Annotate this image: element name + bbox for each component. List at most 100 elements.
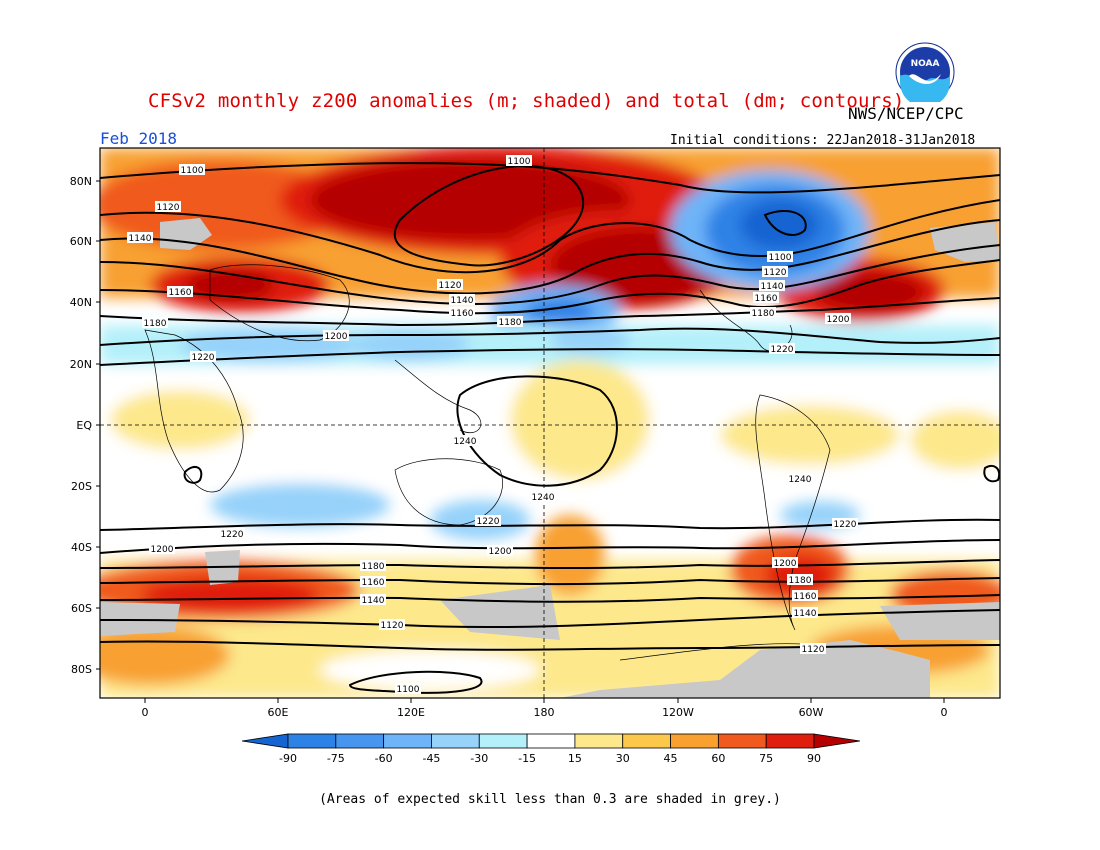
- contour-label: 1180: [787, 574, 813, 586]
- contour-label: 1200: [323, 330, 349, 342]
- colorbar-label: 45: [664, 752, 678, 765]
- contour-label: 1120: [762, 266, 788, 278]
- contour-label: 1160: [167, 286, 193, 298]
- svg-text:1160: 1160: [169, 288, 192, 298]
- contour-label: 1180: [142, 317, 168, 329]
- svg-text:1220: 1220: [771, 345, 794, 355]
- noaa-logo: NOAA: [895, 42, 955, 102]
- lon-tick-label: 0: [941, 706, 948, 719]
- colorbar-segment: [622, 733, 671, 749]
- colorbar: -90 -75 -60 -45 -30 -15 15 30 45 60 75 90: [241, 733, 861, 765]
- contour-label: 1100: [395, 683, 421, 695]
- contour-label: 1140: [127, 232, 153, 244]
- svg-text:1240: 1240: [532, 493, 555, 503]
- contour-label: 1160: [792, 590, 818, 602]
- contour-label: 1220: [190, 351, 216, 363]
- colorbar-label: 30: [616, 752, 630, 765]
- colorbar-segment: [526, 733, 576, 749]
- contour-label: 1180: [497, 316, 523, 328]
- svg-text:1140: 1140: [129, 234, 152, 244]
- contour-label: 1120: [155, 201, 181, 213]
- colorbar-segment: [813, 733, 861, 749]
- colorbar-segment: [717, 733, 767, 749]
- contour-label: 1200: [825, 313, 851, 325]
- colorbar-label: -45: [422, 752, 440, 765]
- contour-label: 1140: [449, 294, 475, 306]
- lat-tick-label: 20N: [70, 358, 92, 371]
- colorbar-label: -30: [470, 752, 488, 765]
- svg-text:1200: 1200: [489, 547, 512, 557]
- svg-text:1220: 1220: [192, 353, 215, 363]
- contour-label: 1200: [772, 557, 798, 569]
- target-month-label: Feb 2018: [100, 129, 178, 148]
- svg-text:1180: 1180: [144, 319, 167, 329]
- svg-text:1240: 1240: [789, 475, 812, 485]
- lon-tick-label: 180: [534, 706, 555, 719]
- svg-text:1160: 1160: [451, 309, 474, 319]
- svg-text:1160: 1160: [755, 294, 778, 304]
- svg-text:1160: 1160: [362, 578, 385, 588]
- anomaly-shading: [100, 148, 1000, 698]
- contour-label: 1160: [449, 307, 475, 319]
- contour-label: 1160: [360, 576, 386, 588]
- contour-label: 1140: [759, 280, 785, 292]
- svg-text:1180: 1180: [752, 309, 775, 319]
- contour-label: 1220: [475, 515, 501, 527]
- svg-text:1220: 1220: [477, 517, 500, 527]
- contour-label: 1220: [832, 518, 858, 530]
- contour-label: 1100: [767, 251, 793, 263]
- footnote: (Areas of expected skill less than 0.3 a…: [319, 792, 781, 807]
- svg-text:1140: 1140: [451, 296, 474, 306]
- svg-text:1200: 1200: [774, 559, 797, 569]
- svg-text:1240: 1240: [454, 437, 477, 447]
- contour-label: 1240: [452, 435, 478, 447]
- svg-text:1180: 1180: [499, 318, 522, 328]
- svg-text:1200: 1200: [151, 545, 174, 555]
- colorbar-label: 60: [711, 752, 725, 765]
- lat-tick-label: 80N: [70, 175, 92, 188]
- contour-label: 1120: [379, 619, 405, 631]
- colorbar-label: -90: [279, 752, 297, 765]
- svg-text:1120: 1120: [381, 621, 404, 631]
- lon-tick-label: 120E: [397, 706, 425, 719]
- colorbar-segment: [478, 733, 528, 749]
- svg-text:1140: 1140: [794, 609, 817, 619]
- colorbar-label: 15: [568, 752, 582, 765]
- contour-label: 1240: [530, 491, 556, 503]
- svg-text:1180: 1180: [789, 576, 812, 586]
- colorbar-segment: [431, 733, 480, 749]
- colorbar-segment: [241, 733, 289, 749]
- svg-text:1100: 1100: [181, 166, 204, 176]
- lat-tick-label: 60N: [70, 235, 92, 248]
- lon-tick-label: 120W: [662, 706, 694, 719]
- colorbar-segment: [335, 733, 385, 749]
- svg-text:1140: 1140: [761, 282, 784, 292]
- contour-label: 1220: [219, 528, 245, 540]
- lon-tick-label: 0: [142, 706, 149, 719]
- lat-tick-label: 80S: [71, 663, 92, 676]
- contour-label: 1160: [753, 292, 779, 304]
- colorbar-label: 90: [807, 752, 821, 765]
- svg-text:1100: 1100: [508, 157, 531, 167]
- lat-tick-label: 40S: [71, 541, 92, 554]
- svg-text:1100: 1100: [769, 253, 792, 263]
- svg-text:1200: 1200: [827, 315, 850, 325]
- lat-tick-label: EQ: [76, 419, 92, 432]
- contour-label: 1100: [506, 155, 532, 167]
- colorbar-segment: [574, 733, 624, 749]
- colorbar-label: -60: [375, 752, 393, 765]
- svg-text:1160: 1160: [794, 592, 817, 602]
- coastlines: [144, 264, 831, 661]
- contour-label: 1200: [149, 543, 175, 555]
- contour-label: 1240: [787, 473, 813, 485]
- contour-label: 1200: [487, 545, 513, 557]
- longitude-axis: 0 60E 120E 180 120W 60W 0: [142, 698, 948, 719]
- svg-text:1200: 1200: [325, 332, 348, 342]
- contour-label: 1180: [360, 560, 386, 572]
- lat-tick-label: 40N: [70, 296, 92, 309]
- svg-text:1220: 1220: [834, 520, 857, 530]
- colorbar-segment: [287, 733, 337, 749]
- colorbar-segment: [383, 733, 432, 749]
- contour-label: 1220: [769, 343, 795, 355]
- contour-label: 1140: [360, 594, 386, 606]
